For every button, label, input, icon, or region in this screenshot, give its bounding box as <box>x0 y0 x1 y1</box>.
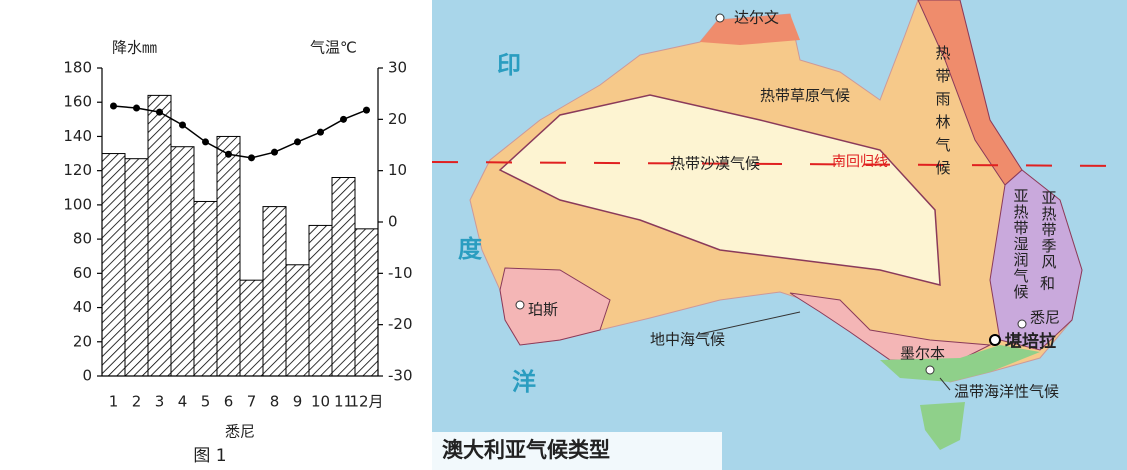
oceanic-zone <box>880 345 1040 382</box>
point <box>225 150 232 158</box>
x-tick-label: 12月 <box>349 393 383 411</box>
map-label: 悉尼 <box>1030 309 1060 327</box>
bar <box>331 177 356 377</box>
y2-axis-title: 气温℃ <box>310 39 357 57</box>
mediterranean-zone-w <box>499 267 611 346</box>
map-label: 南回归线 <box>832 153 888 170</box>
city-dot <box>1017 319 1027 329</box>
map-label: 和 <box>1040 275 1055 293</box>
y-tick-label: 120 <box>63 161 92 179</box>
city-dot <box>715 13 725 23</box>
y-axis-title: 降水㎜ <box>112 39 157 57</box>
y-tick-label: 40 <box>73 298 92 316</box>
title-box <box>432 432 722 470</box>
bar <box>354 228 379 377</box>
bar <box>262 206 287 377</box>
x-tick-label: 1 <box>109 393 119 411</box>
map-label: 墨尔本 <box>900 345 945 363</box>
darwin-zone <box>700 14 800 45</box>
subtropical-zone <box>989 169 1083 351</box>
y2-tick-label: 0 <box>388 213 398 231</box>
line <box>113 105 367 159</box>
map-label: 热带雨林气候 <box>934 45 952 183</box>
bar <box>147 94 172 377</box>
map-label: 达尔文 <box>734 9 779 27</box>
point <box>133 104 140 112</box>
y-tick-label: 0 <box>82 367 92 385</box>
city-dot <box>925 365 935 375</box>
point <box>202 138 209 146</box>
y2-tick-label: 10 <box>388 161 407 179</box>
map-label: 热带沙漠气候 <box>670 155 760 173</box>
bar <box>285 264 310 377</box>
leader <box>699 311 801 335</box>
y-tick-label: 100 <box>63 195 92 213</box>
x-axis-title: 悉尼 <box>225 423 255 441</box>
bar <box>170 146 195 377</box>
y2-tick-label: -10 <box>388 264 413 282</box>
y-tick-label: 140 <box>63 127 92 145</box>
x-tick-label: 7 <box>247 393 257 411</box>
x-tick-label: 10 <box>311 393 330 411</box>
bar <box>239 279 264 377</box>
y-tick-label: 20 <box>73 332 92 350</box>
desert-zone <box>498 94 941 286</box>
bar <box>124 158 149 377</box>
mediterranean-zone-s <box>789 292 992 361</box>
point <box>156 108 163 116</box>
point <box>294 138 301 146</box>
ocean-label: 印 <box>497 51 521 79</box>
x-tick-label: 11 <box>334 393 353 411</box>
x-tick-label: 5 <box>201 393 211 411</box>
city-dot <box>515 300 525 310</box>
map-label: 珀斯 <box>528 301 558 319</box>
y2-tick-label: -20 <box>388 315 413 333</box>
ocean-label: 洋 <box>512 368 536 396</box>
map-label: 地中海气候 <box>650 331 725 349</box>
bar <box>193 200 218 377</box>
x-tick-label: 2 <box>132 393 142 411</box>
point <box>110 102 117 110</box>
ocean-label: 度 <box>458 235 483 263</box>
map-label: 堪培拉 <box>1005 331 1056 352</box>
bar <box>308 224 333 377</box>
point <box>179 121 186 129</box>
map-label: 亚热带湿润气候 <box>1012 188 1030 300</box>
point <box>317 128 324 136</box>
point <box>248 154 255 162</box>
y2-tick-label: 20 <box>388 110 407 128</box>
map-label: 热带草原气候 <box>760 87 850 105</box>
map-label: 温带海洋性气候 <box>954 383 1059 401</box>
map-title: 澳大利亚气候类型 <box>442 438 610 462</box>
x-tick-label: 6 <box>224 393 234 411</box>
x-tick-label: 9 <box>293 393 303 411</box>
tropic-line <box>431 161 1127 167</box>
tasmania <box>920 402 965 450</box>
climate-chart: 降水㎜ 气温℃ 悉尼 图 1 020406080100120140160180-… <box>63 39 412 467</box>
y-tick-label: 80 <box>73 230 92 248</box>
y2-tick-label: -30 <box>388 367 413 385</box>
map: 达尔文 热带草原气候 热带沙漠气候 南回归线 热带雨林气候 亚热带季风 亚热带湿… <box>431 0 1127 470</box>
caption: 图 1 <box>193 446 226 466</box>
point <box>271 148 278 156</box>
x-tick-label: 3 <box>155 393 165 411</box>
capital-dot <box>989 334 1001 346</box>
x-tick-label: 8 <box>270 393 280 411</box>
y-tick-label: 60 <box>73 264 92 282</box>
y-tick-label: 160 <box>63 93 92 111</box>
x-tick-label: 4 <box>178 393 188 411</box>
bar <box>101 153 126 377</box>
bar <box>216 135 241 377</box>
leader <box>939 377 951 391</box>
y-tick-label: 180 <box>63 59 92 77</box>
map-label: 亚热带季风 <box>1040 190 1058 270</box>
point <box>363 106 370 114</box>
y2-tick-label: 30 <box>388 59 407 77</box>
point <box>340 115 347 123</box>
